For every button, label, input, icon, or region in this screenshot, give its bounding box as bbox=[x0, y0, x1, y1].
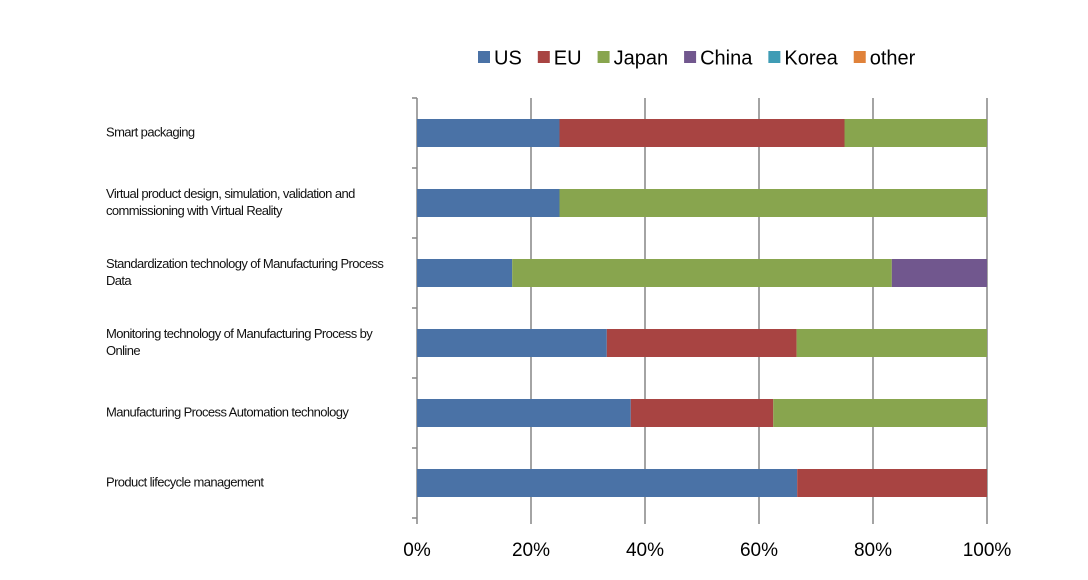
bar-segment bbox=[891, 259, 987, 287]
legend-label: US bbox=[494, 47, 522, 69]
legend-swatch bbox=[853, 51, 866, 63]
bar-segment bbox=[417, 119, 560, 147]
x-tick-label: 100% bbox=[963, 540, 1012, 561]
legend-swatch bbox=[537, 51, 550, 63]
bar-segment bbox=[606, 329, 797, 357]
y-tick-label: Monitoring technology of Manufacturing P… bbox=[106, 326, 373, 358]
legend-swatch bbox=[478, 51, 490, 63]
x-tick-label: 40% bbox=[626, 540, 664, 561]
y-tick-label: Product lifecycle management bbox=[106, 474, 264, 490]
legend-label: Japan bbox=[614, 47, 669, 69]
bar-segment bbox=[417, 189, 560, 217]
legend-item: US bbox=[478, 47, 522, 69]
legend-label: China bbox=[700, 47, 753, 69]
bar-segment bbox=[796, 329, 987, 357]
bar-segment bbox=[417, 259, 513, 287]
bar-segment bbox=[417, 399, 631, 427]
y-tick-label: Standardization technology of Manufactur… bbox=[106, 256, 384, 288]
legend-swatch bbox=[597, 51, 610, 63]
bar-segment bbox=[844, 119, 987, 147]
legend-item: Korea bbox=[768, 47, 839, 69]
legend-swatch bbox=[684, 51, 697, 63]
legend-label: EU bbox=[554, 47, 582, 69]
x-tick-label: 60% bbox=[740, 540, 778, 561]
y-tick-label: Virtual product design, simulation, vali… bbox=[106, 186, 355, 218]
x-tick-label: 0% bbox=[403, 540, 431, 561]
y-tick-label: Manufacturing Process Automation technol… bbox=[106, 404, 349, 420]
legend-item: EU bbox=[537, 47, 582, 69]
legend-item: other bbox=[853, 47, 916, 69]
bar-segment bbox=[417, 469, 798, 497]
legend-item: China bbox=[684, 47, 753, 69]
legend-item: Japan bbox=[597, 47, 669, 69]
bar-segment bbox=[559, 189, 987, 217]
bar-segment bbox=[797, 469, 987, 497]
bar-segment bbox=[417, 329, 607, 357]
legend-label: other bbox=[870, 47, 916, 69]
bar-segment bbox=[773, 399, 987, 427]
bar-segment bbox=[559, 119, 845, 147]
legend-swatch bbox=[768, 51, 781, 63]
x-tick-label: 80% bbox=[854, 540, 892, 561]
x-tick-label: 20% bbox=[512, 540, 550, 561]
bar-segment bbox=[630, 399, 774, 427]
bar-segment bbox=[512, 259, 892, 287]
y-tick-label: Smart packaging bbox=[106, 124, 195, 140]
legend-label: Korea bbox=[784, 47, 838, 69]
